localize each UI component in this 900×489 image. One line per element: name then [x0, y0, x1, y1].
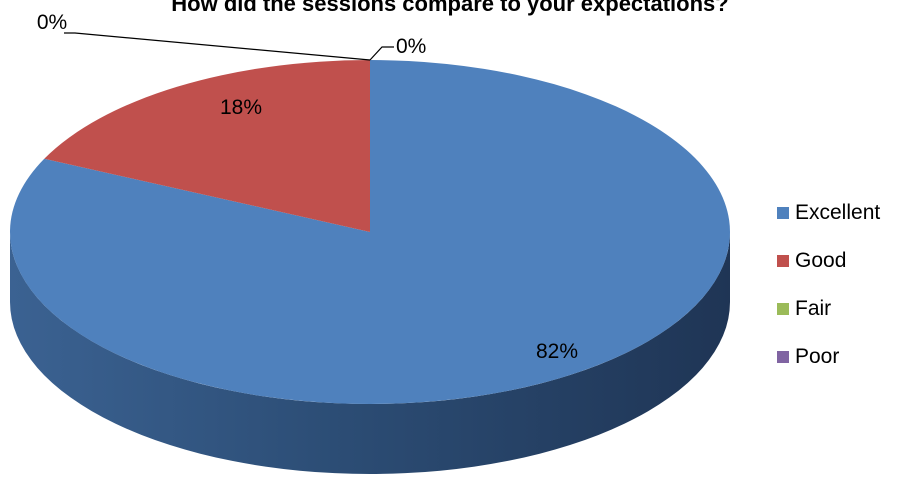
data-label-excellent: 82% [536, 340, 578, 363]
legend-item-poor: Poor [777, 341, 880, 372]
legend-label-fair: Fair [795, 296, 832, 320]
pie-side-wall [10, 232, 730, 474]
legend-swatch-excellent [777, 206, 789, 219]
legend-label-excellent: Excellent [795, 200, 881, 224]
legend-item-excellent: Excellent [777, 197, 880, 228]
legend-item-fair: Fair [777, 293, 880, 324]
legend-item-good: Good [777, 245, 880, 276]
legend-label-poor: Poor [795, 344, 840, 368]
legend: Excellent Good Fair Poor [777, 197, 880, 389]
leader-line-poor [64, 32, 371, 61]
legend-swatch-good [777, 254, 789, 267]
legend-swatch-poor [777, 350, 789, 363]
data-label-good: 18% [220, 96, 262, 119]
pie-slice-good [44, 60, 370, 232]
data-label-poor: 0% [37, 11, 67, 34]
leader-line-fair [369, 46, 394, 61]
chart-title: How did the sessions compare to your exp… [171, 0, 729, 16]
data-label-fair: 0% [396, 35, 426, 58]
legend-swatch-fair [777, 302, 789, 315]
legend-label-good: Good [795, 248, 847, 272]
